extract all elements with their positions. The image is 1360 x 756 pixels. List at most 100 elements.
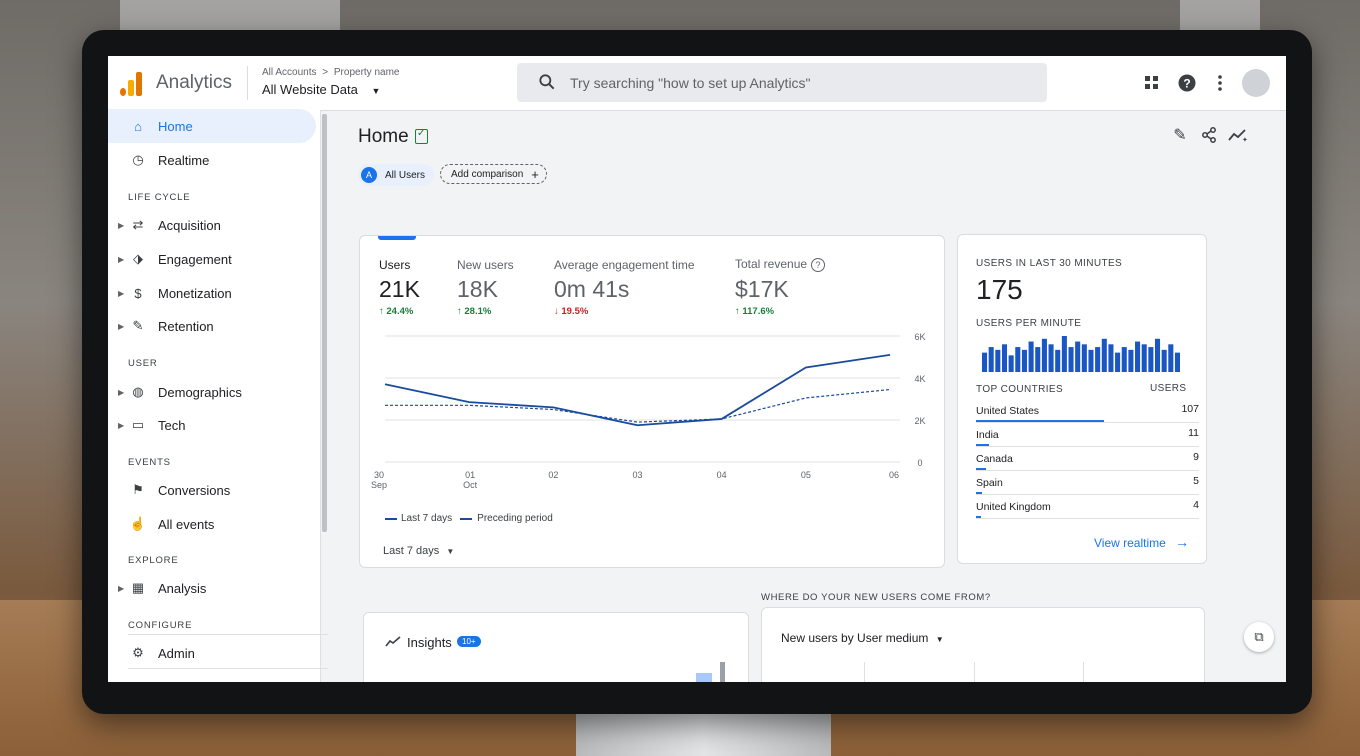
- sidebar-item-admin[interactable]: ⚙ Admin: [108, 636, 316, 670]
- metric-total-revenue[interactable]: Total revenue? $17K ↑ 117.6%: [735, 257, 826, 317]
- page-title: Home: [358, 126, 409, 147]
- sidebar-item-label: Realtime: [158, 152, 210, 168]
- expand-arrow-icon[interactable]: ▶: [118, 583, 125, 593]
- sidebar-item-demographics[interactable]: ▶ ◍ Demographics: [108, 375, 316, 409]
- country-users-value: 107: [1181, 403, 1199, 415]
- caret-down-icon[interactable]: ▼: [446, 547, 455, 556]
- avatar[interactable]: [1242, 69, 1270, 97]
- per-minute-bar: [1068, 347, 1074, 372]
- verified-report-icon: [415, 128, 428, 144]
- retention-icon: ✎: [132, 318, 144, 333]
- sidebar-item-monetization[interactable]: ▶ $ Monetization: [108, 276, 316, 310]
- metric-new-users[interactable]: New users 18K ↑ 28.1%: [457, 258, 514, 317]
- section-label-events: EVENTS: [128, 457, 171, 468]
- help-circle-icon[interactable]: ?: [811, 258, 826, 272]
- more-vert-icon[interactable]: [1209, 72, 1231, 94]
- sidebar-item-tech[interactable]: ▶ ▭ Tech: [108, 408, 316, 442]
- country-row[interactable]: United Kingdom 4: [976, 494, 1199, 519]
- per-minute-bar: [1008, 355, 1014, 372]
- realtime-card: [957, 234, 1207, 564]
- sidebar-scrollbar[interactable]: [322, 114, 327, 532]
- users-column-header: USERS: [1150, 383, 1187, 394]
- y-tick-label: 6K: [914, 332, 925, 342]
- property-value[interactable]: All Website Data: [262, 82, 358, 97]
- view-realtime-link[interactable]: View realtime →: [1094, 534, 1189, 550]
- section-label-configure: CONFIGURE: [128, 620, 193, 631]
- date-range-selector[interactable]: Last 7 days ▼: [383, 545, 454, 557]
- insights-card: [363, 612, 749, 682]
- sidebar-item-label: Engagement: [158, 251, 232, 267]
- insights-trend-icon[interactable]: ✦: [1227, 124, 1249, 146]
- sidebar-item-conversions[interactable]: ⚑ Conversions: [108, 473, 316, 507]
- expand-arrow-icon[interactable]: ▶: [118, 220, 125, 230]
- expand-arrow-icon[interactable]: ▶: [118, 321, 125, 331]
- insights-trend-icon: [385, 635, 402, 653]
- sidebar-item-all-events[interactable]: ☝ All events: [108, 507, 316, 541]
- sidebar-item-retention[interactable]: ▶ ✎ Retention: [108, 309, 316, 343]
- country-row[interactable]: India 11: [976, 422, 1199, 447]
- arrow-right-icon[interactable]: →: [1175, 534, 1190, 550]
- per-minute-bar: [1174, 352, 1180, 372]
- plus-icon: +: [531, 166, 539, 182]
- search-input[interactable]: Try searching "how to set up Analytics": [570, 75, 811, 91]
- background-window: [1180, 0, 1260, 30]
- svg-text:?: ?: [1183, 77, 1190, 91]
- selector-label[interactable]: New users by User medium: [781, 631, 929, 645]
- view-realtime-label[interactable]: View realtime: [1094, 536, 1166, 550]
- home-icon: ⌂: [134, 118, 142, 134]
- sidebar-item-label: All events: [158, 516, 215, 532]
- sidebar-item-analysis[interactable]: ▶ ▦ Analysis: [108, 571, 316, 605]
- edit-report-icon[interactable]: ✎: [1173, 127, 1187, 144]
- per-minute-bar: [1035, 347, 1041, 372]
- add-comparison-button[interactable]: Add comparison +: [440, 164, 547, 184]
- new-users-dimension-selector[interactable]: New users by User medium ▼: [781, 631, 944, 645]
- sidebar-item-realtime[interactable]: ◷ Realtime: [108, 143, 316, 177]
- globe-icon: ◍: [132, 384, 144, 399]
- metric-name: Total revenue: [735, 257, 808, 271]
- expand-arrow-icon[interactable]: ▶: [118, 420, 125, 430]
- per-minute-bar: [1101, 338, 1107, 372]
- sidebar-item-home[interactable]: ⌂ Home: [108, 109, 316, 143]
- apps-grid-icon[interactable]: [1141, 72, 1163, 94]
- date-range-label[interactable]: Last 7 days: [383, 545, 440, 557]
- per-minute-bar: [1108, 344, 1114, 372]
- legend-previous: Preceding period: [477, 513, 553, 524]
- per-minute-bar: [1021, 349, 1027, 372]
- per-minute-bar: [1081, 344, 1087, 372]
- country-row[interactable]: Canada 9: [976, 446, 1199, 471]
- legend-dashed-line-icon: [460, 517, 473, 520]
- expand-arrow-icon[interactable]: ▶: [118, 288, 125, 298]
- top-bar: Analytics All Accounts > Property name A…: [108, 56, 1286, 111]
- sidebar-item-engagement[interactable]: ▶ ⬗ Engagement: [108, 242, 316, 276]
- country-row[interactable]: Spain 5: [976, 470, 1199, 495]
- per-minute-bar: [995, 349, 1001, 372]
- caret-down-icon[interactable]: ▼: [371, 86, 381, 96]
- gridline: [974, 662, 975, 682]
- country-row[interactable]: United States 107: [976, 398, 1199, 423]
- share-icon[interactable]: [1198, 124, 1220, 146]
- users-per-minute-label: USERS PER MINUTE: [976, 318, 1082, 329]
- property-selector[interactable]: All Website Data ▼: [262, 82, 380, 97]
- help-icon[interactable]: ?: [1176, 72, 1198, 94]
- legend-solid-line-icon: [385, 517, 397, 520]
- comparison-chip-all-users[interactable]: A All Users: [358, 164, 434, 186]
- caret-down-icon[interactable]: ▼: [935, 635, 944, 644]
- gear-icon: ⚙: [132, 645, 144, 660]
- sidebar-item-label: Retention: [158, 318, 214, 334]
- insights-title[interactable]: Insights: [407, 635, 452, 650]
- feedback-button[interactable]: ⧉: [1244, 622, 1274, 652]
- sidebar-item-acquisition[interactable]: ▶ ⇄ Acquisition: [108, 208, 316, 242]
- breadcrumb[interactable]: All Accounts > Property name: [262, 67, 399, 78]
- search-bar[interactable]: Try searching "how to set up Analytics": [517, 63, 1047, 102]
- expand-arrow-icon[interactable]: ▶: [118, 254, 125, 264]
- country-share-bar: [976, 444, 989, 446]
- breadcrumb-account[interactable]: All Accounts: [262, 67, 317, 78]
- background-window: [120, 0, 340, 30]
- x-tick-label: 03: [632, 470, 642, 480]
- metric-users[interactable]: Users 21K ↑ 24.4%: [379, 258, 420, 317]
- expand-arrow-icon[interactable]: ▶: [118, 387, 125, 397]
- metric-engagement-time[interactable]: Average engagement time 0m 41s ↓ 19.5%: [554, 258, 695, 317]
- overview-card: [359, 235, 945, 568]
- analysis-icon: ▦: [131, 580, 145, 595]
- sidebar-item-label: Conversions: [158, 482, 231, 498]
